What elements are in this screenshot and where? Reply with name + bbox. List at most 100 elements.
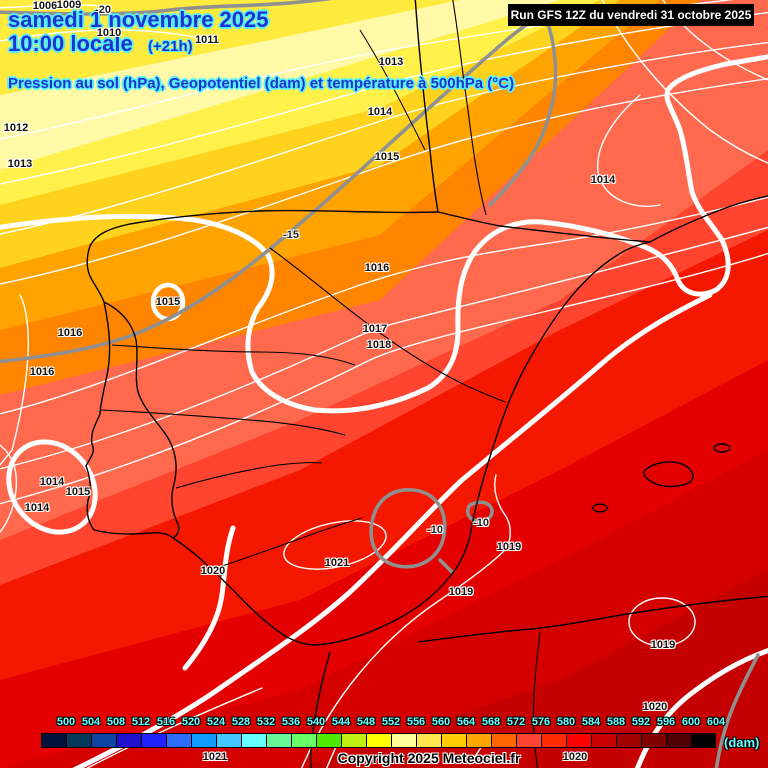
- pressure-label-1015: 1015: [155, 296, 181, 308]
- scale-tick-520: 520: [181, 716, 201, 728]
- pressure-label-1014: 1014: [590, 174, 616, 186]
- scale-cell-520: [166, 733, 191, 748]
- scale-tick-572: 572: [506, 716, 526, 728]
- geopotential-lines: [0, 54, 768, 768]
- pressure-label-1006: 1006: [32, 0, 58, 12]
- pressure-label-1017: 1017: [362, 323, 388, 335]
- scale-unit-label: (dam): [724, 735, 760, 750]
- scale-cell-524: [191, 733, 216, 748]
- pressure-label-1020: 1020: [200, 565, 226, 577]
- scale-tick-556: 556: [406, 716, 426, 728]
- scale-cell-576: [516, 733, 541, 748]
- scale-cell-504: [66, 733, 91, 748]
- copyright-label: Copyright 2025 Meteociel.fr: [337, 750, 521, 766]
- pressure-label-1015: 1015: [65, 486, 91, 498]
- pressure-label-1020: 1020: [642, 701, 668, 713]
- scale-cell-516: [141, 733, 166, 748]
- pressure-label-1019: 1019: [650, 639, 676, 651]
- pressure-label-1015: 1015: [374, 151, 400, 163]
- pressure-label-1010: 1010: [96, 27, 122, 39]
- scale-tick-568: 568: [481, 716, 501, 728]
- scale-cell-508: [91, 733, 116, 748]
- scale-cell-604: [691, 733, 716, 748]
- pressure-label-1012: 1012: [3, 122, 29, 134]
- pressure-label-1021: 1021: [324, 557, 350, 569]
- scale-tick-592: 592: [631, 716, 651, 728]
- scale-tick-548: 548: [356, 716, 376, 728]
- scale-cell-528: [216, 733, 241, 748]
- scale-cell-540: [291, 733, 316, 748]
- forecast-offset-label: (+21h): [148, 38, 193, 55]
- scale-tick-540: 540: [306, 716, 326, 728]
- scale-cell-580: [541, 733, 566, 748]
- scale-tick-580: 580: [556, 716, 576, 728]
- scale-cell-592: [616, 733, 641, 748]
- scale-tick-528: 528: [231, 716, 251, 728]
- pressure-label-1019: 1019: [496, 541, 522, 553]
- pressure-label-1016: 1016: [29, 366, 55, 378]
- pressure-label-1013: 1013: [7, 158, 33, 170]
- pressure-label-1019: 1019: [448, 586, 474, 598]
- local-time-label: 10:00 locale: [8, 31, 133, 56]
- map-title: Pression au sol (hPa), Geopotentiel (dam…: [8, 75, 515, 92]
- scale-cell-544: [316, 733, 341, 748]
- pressure-label-1016: 1016: [57, 327, 83, 339]
- scale-tick-596: 596: [656, 716, 676, 728]
- scale-cell-600: [666, 733, 691, 748]
- pressure-label-1018: 1018: [366, 339, 392, 351]
- scale-tick-576: 576: [531, 716, 551, 728]
- scale-tick-516: 516: [156, 716, 176, 728]
- pressure-label-1013: 1013: [378, 56, 404, 68]
- scale-tick-588: 588: [606, 716, 626, 728]
- scale-tick-524: 524: [206, 716, 226, 728]
- scale-cell-536: [266, 733, 291, 748]
- scale-tick-536: 536: [281, 716, 301, 728]
- scale-tick-552: 552: [381, 716, 401, 728]
- scale-tick-600: 600: [681, 716, 701, 728]
- date-label: samedi 1 novembre 2025: [8, 7, 269, 32]
- geopotential-color-scale: [41, 733, 716, 748]
- scale-tick-564: 564: [456, 716, 476, 728]
- scale-tick-584: 584: [581, 716, 601, 728]
- temperature-label--10: -10: [473, 517, 489, 529]
- scale-cell-568: [466, 733, 491, 748]
- scale-cell-512: [116, 733, 141, 748]
- scale-cell-584: [566, 733, 591, 748]
- pressure-label-1016: 1016: [364, 262, 390, 274]
- scale-cell-552: [366, 733, 391, 748]
- scale-cell-564: [441, 733, 466, 748]
- scale-tick-508: 508: [106, 716, 126, 728]
- temperature-label--20: -20: [95, 4, 111, 16]
- scale-cell-588: [591, 733, 616, 748]
- pressure-label-1009: 1009: [56, 0, 82, 11]
- scale-tick-512: 512: [131, 716, 151, 728]
- pressure-label-1021: 1021: [202, 751, 228, 763]
- coastline-border-lines: [85, 0, 768, 768]
- scale-cell-560: [416, 733, 441, 748]
- scale-tick-544: 544: [331, 716, 351, 728]
- pressure-label-1020: 1020: [562, 751, 588, 763]
- temperature-label--10: -10: [427, 524, 443, 536]
- pressure-label-1011: 1011: [195, 34, 219, 46]
- scale-cell-596: [641, 733, 666, 748]
- scale-tick-504: 504: [81, 716, 101, 728]
- scale-tick-532: 532: [256, 716, 276, 728]
- pressure-label-1014: 1014: [24, 502, 50, 514]
- scale-cell-556: [391, 733, 416, 748]
- scale-cell-572: [491, 733, 516, 748]
- scale-tick-500: 500: [56, 716, 76, 728]
- pressure-label-1014: 1014: [39, 476, 65, 488]
- run-info-box: Run GFS 12Z du vendredi 31 octobre 2025: [508, 4, 754, 26]
- temperature-label--15: -15: [283, 229, 299, 241]
- scale-cell-532: [241, 733, 266, 748]
- scale-tick-560: 560: [431, 716, 451, 728]
- scale-cell-548: [341, 733, 366, 748]
- scale-tick-604: 604: [706, 716, 726, 728]
- pressure-label-1014: 1014: [367, 106, 393, 118]
- scale-cell-500: [41, 733, 66, 748]
